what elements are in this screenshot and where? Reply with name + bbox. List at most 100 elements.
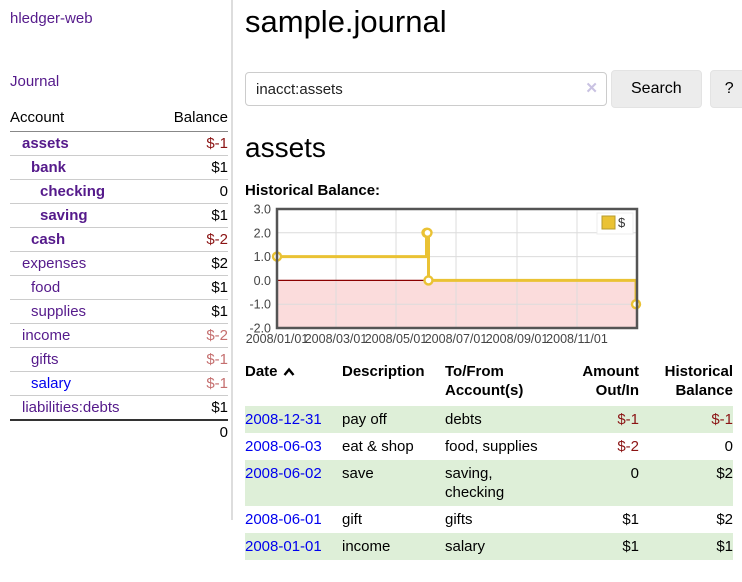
transaction-description: save: [342, 460, 445, 506]
svg-text:2.0: 2.0: [254, 226, 271, 240]
account-link-saving[interactable]: saving: [40, 207, 88, 224]
account-balance: $-1: [155, 131, 228, 156]
account-balance: $1: [155, 299, 228, 324]
account-balance: $2: [155, 251, 228, 276]
account-row-cash: cash $-2: [10, 227, 228, 252]
svg-text:2008/07/01: 2008/07/01: [425, 332, 488, 346]
historical-balance-chart: $3.0 2.0 1.0 0.0 -1.0 -2.02008/01/012008/03/0…: [246, 203, 642, 346]
page-title: sample.journal: [245, 4, 447, 39]
account-row-expenses: expenses $2: [10, 251, 228, 276]
transaction-amount: $-2: [617, 438, 639, 455]
account-row-liabilities-debts: liabilities:debts $1: [10, 395, 228, 420]
register-row: 2008-06-03 eat & shop food, supplies $-2…: [245, 433, 733, 460]
accounts-total-row: 0: [10, 419, 228, 444]
register-row: 2008-06-02 save saving, checking 0 $2: [245, 460, 733, 506]
svg-text:0.0: 0.0: [254, 274, 271, 288]
sort-ascending-icon: [283, 363, 295, 382]
svg-text:2008/03/01: 2008/03/01: [305, 332, 368, 346]
svg-text:$: $: [618, 215, 626, 230]
sidebar: hledger-web Journal Account Balance asse…: [0, 0, 233, 520]
svg-text:-1.0: -1.0: [249, 298, 271, 312]
account-row-saving: saving $1: [10, 203, 228, 228]
transaction-balance: $-1: [639, 406, 733, 433]
transaction-accounts: salary: [445, 533, 555, 560]
accounts-header-row: Account Balance: [10, 106, 228, 132]
search-form: ✕ Search ?: [245, 70, 742, 108]
transaction-balance: $2: [639, 460, 733, 506]
accounts-header-account: Account: [10, 106, 156, 132]
account-balance: $-1: [155, 347, 228, 372]
account-row-checking: checking 0: [10, 179, 228, 204]
svg-text:-2.0: -2.0: [249, 322, 271, 336]
account-balance: $1: [155, 203, 228, 228]
transaction-accounts: food, supplies: [445, 438, 538, 455]
main-content: sample.journal ✕ Search ? assets Histori…: [233, 0, 742, 560]
account-row-bank: bank $1: [10, 155, 228, 180]
account-link-cash[interactable]: cash: [31, 231, 66, 248]
transaction-balance: $1: [639, 533, 733, 560]
search-input[interactable]: [245, 72, 607, 106]
transaction-amount: $1: [622, 511, 639, 528]
help-button[interactable]: ?: [709, 70, 742, 108]
search-button[interactable]: Search: [611, 70, 702, 108]
account-balance: $1: [155, 155, 228, 180]
account-link-supplies[interactable]: supplies: [31, 303, 87, 320]
register-header-date[interactable]: Date: [245, 360, 342, 406]
transaction-description: eat & shop: [342, 438, 414, 455]
transaction-date-link[interactable]: 2008-01-01: [245, 538, 322, 555]
account-row-food: food $1: [10, 275, 228, 300]
accounts-header-balance: Balance: [155, 106, 228, 132]
account-link-checking[interactable]: checking: [40, 183, 106, 200]
svg-text:2008/05/01: 2008/05/01: [365, 332, 428, 346]
svg-text:2008/11/01: 2008/11/01: [546, 332, 608, 346]
svg-text:2008/01/01: 2008/01/01: [246, 332, 309, 346]
transaction-description: gift: [342, 511, 363, 528]
account-link-assets[interactable]: assets: [22, 135, 69, 152]
account-row-assets: assets $-1: [10, 131, 228, 156]
chart-title: Historical Balance:: [245, 182, 381, 199]
register-header-description: Description: [342, 363, 425, 380]
transaction-balance: $2: [716, 511, 733, 528]
account-link-liabilities-debts[interactable]: liabilities:debts: [22, 399, 120, 416]
account-balance: 0: [155, 179, 228, 204]
account-balance: $-1: [155, 371, 228, 396]
account-row-supplies: supplies $1: [10, 299, 228, 324]
transaction-amount: $1: [555, 533, 639, 560]
register-row: 2008-01-01 income salary $1 $1: [245, 533, 733, 560]
account-link-expenses[interactable]: expenses: [22, 255, 87, 272]
transaction-accounts: debts: [445, 406, 555, 433]
register-header-balance: Historical Balance: [664, 363, 733, 399]
account-link-gifts[interactable]: gifts: [31, 351, 59, 368]
transaction-balance: 0: [724, 438, 733, 455]
account-link-salary[interactable]: salary: [31, 375, 72, 392]
account-row-gifts: gifts $-1: [10, 347, 228, 372]
svg-text:1.0: 1.0: [254, 250, 271, 264]
account-link-bank[interactable]: bank: [31, 159, 67, 176]
svg-text:2008/09/01: 2008/09/01: [486, 332, 549, 346]
account-balance: $1: [155, 395, 228, 420]
account-link-food[interactable]: food: [31, 279, 61, 296]
register-header-row: Date Description To/From Account(s) Amou…: [245, 360, 733, 406]
transaction-description: income: [342, 533, 445, 560]
account-row-income: income $-2: [10, 323, 228, 348]
nav-journal-link[interactable]: Journal: [10, 73, 60, 90]
page: hledger-web Journal Account Balance asse…: [0, 0, 742, 560]
account-row-salary: salary $-1: [10, 371, 228, 396]
register-table: Date Description To/From Account(s) Amou…: [245, 360, 733, 560]
transaction-accounts: saving, checking: [445, 460, 555, 506]
transaction-date-link[interactable]: 2008-06-03: [245, 438, 322, 455]
clear-search-icon[interactable]: ✕: [585, 80, 598, 97]
transaction-description: pay off: [342, 406, 445, 433]
account-balance: $-2: [155, 323, 228, 348]
transaction-date-link[interactable]: 2008-06-02: [245, 465, 322, 482]
register-row: 2008-06-01 gift gifts $1 $2: [245, 506, 733, 533]
transaction-date-link[interactable]: 2008-06-01: [245, 511, 322, 528]
register-header-tofrom: To/From Account(s): [445, 363, 524, 399]
account-balance: $1: [155, 275, 228, 300]
brand-link[interactable]: hledger-web: [10, 10, 93, 27]
accounts-table: Account Balance assets $-1 bank $1 check…: [10, 106, 228, 444]
accounts-total-value: 0: [155, 419, 228, 444]
account-balance: $-2: [155, 227, 228, 252]
transaction-date-link[interactable]: 2008-12-31: [245, 411, 322, 428]
account-link-income[interactable]: income: [22, 327, 71, 344]
